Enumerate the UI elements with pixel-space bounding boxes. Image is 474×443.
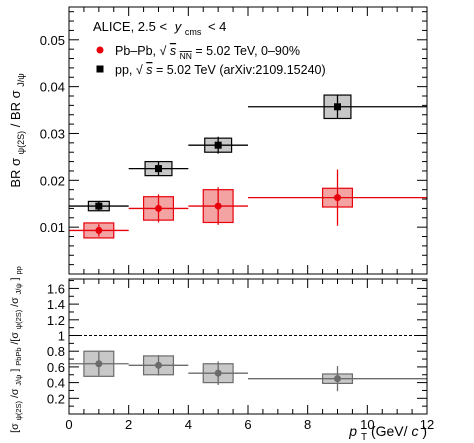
bottom-data-marks	[69, 350, 427, 392]
top-ylabel-sub1: ψ(2S)	[16, 131, 26, 154]
xlabel-p: p	[348, 423, 357, 439]
top-plot-frame	[68, 6, 428, 275]
top-panel: 0.01 0.02 0.03 0.04 0.05 ALICE, 2.5 < y cms …	[8, 6, 428, 275]
top-x-ticks	[68, 7, 428, 274]
bottom-x-ticks: 0 2 4 6 8 10 12	[65, 279, 434, 432]
legend-label-pbpb: Pb–Pb, √ s NN = 5.02 TeV, 0–90%	[115, 44, 300, 62]
legend-label-pp: pp, √ s = 5.02 TeV (arXiv:2109.15240)	[115, 63, 326, 77]
bottom-data-point	[95, 360, 103, 368]
xlabel-rest: (GeV/	[371, 423, 408, 439]
top-data-point	[95, 202, 103, 210]
legend-pp-root: √	[136, 63, 143, 77]
legend-marker-pp	[96, 65, 104, 73]
xlabel-c: c	[411, 423, 418, 439]
top-data-point	[214, 141, 222, 149]
bot-ylabel-a-sub: ψ(2S)	[14, 400, 23, 420]
bottom-panel: 0.20.40.60.811.21.41.6 0 2 4 6 8 10 12 [σ ψ(2S…	[9, 266, 434, 443]
bot-ylabel-f-sub: pp	[14, 266, 23, 274]
top-y-tick-label: 0.02	[40, 173, 65, 188]
top-ylabel-sub2: J/ψ	[16, 73, 26, 86]
bot-ylabel-f: ]	[9, 277, 21, 280]
x-tick-label: 0	[65, 417, 72, 432]
legend-pbpb-suffix: = 5.02 TeV, 0–90%	[195, 44, 300, 58]
top-data-point	[155, 165, 162, 173]
bot-ylabel-c-sub: PbPb	[14, 347, 23, 365]
bottom-y-tick-label: 1.2	[47, 313, 65, 328]
top-y-tick-label: 0.05	[40, 33, 65, 48]
bot-ylabel-d: /[σ	[9, 332, 21, 345]
top-ylabel-main: BR σ	[8, 158, 23, 188]
top-y-ticks: 0.01 0.02 0.03 0.04 0.05	[40, 11, 427, 266]
legend-pp-prefix: pp,	[115, 63, 136, 77]
top-series-circle	[69, 169, 427, 239]
x-tick-label: 8	[304, 417, 311, 432]
xlabel-end: )	[422, 423, 427, 439]
bottom-data-point	[155, 361, 162, 369]
x-axis-label: p T (GeV/ c )	[348, 423, 427, 443]
top-data-point	[95, 226, 103, 234]
bot-ylabel-d-sub: ψ(2S)	[14, 309, 23, 329]
bot-ylabel-c: ]	[9, 369, 21, 372]
bottom-y-tick-label: 1.4	[47, 297, 65, 312]
top-data-marks	[69, 94, 427, 239]
bottom-data-point	[334, 375, 341, 383]
x-tick-label: 12	[420, 417, 434, 432]
experiment-annotation: ALICE, 2.5 < y cms < 4	[93, 19, 226, 38]
legend-pp-s: s	[146, 63, 152, 77]
bottom-series-circle	[69, 350, 427, 392]
x-tick-label: 10	[360, 417, 374, 432]
bottom-y-ticks: 0.20.40.60.811.21.41.6	[47, 280, 427, 407]
top-data-point	[334, 103, 341, 111]
top-y-tick-label: 0.03	[40, 126, 65, 141]
bottom-y-tick-label: 0.8	[47, 344, 65, 359]
legend-entry-pp: pp, √ s = 5.02 TeV (arXiv:2109.15240)	[96, 63, 326, 77]
top-y-axis-label: BR σ ψ(2S) / BR σ J/ψ	[8, 73, 27, 187]
bottom-y-tick-label: 0.2	[47, 391, 65, 406]
annotation-y-sub: cms	[185, 27, 202, 37]
legend: Pb–Pb, √ s NN = 5.02 TeV, 0–90% pp, √ s …	[96, 44, 326, 77]
legend-pbpb-prefix: Pb–Pb,	[115, 44, 159, 58]
bottom-y-tick-label: 0.6	[47, 360, 65, 375]
annotation-prefix: ALICE, 2.5 <	[93, 19, 167, 34]
legend-marker-pbpb	[96, 46, 104, 54]
bottom-y-tick-label: 1.6	[47, 281, 65, 296]
bot-ylabel-a: [σ	[9, 423, 21, 433]
bot-ylabel-b-sub: J/ψ	[14, 375, 23, 386]
annotation-y: y	[174, 19, 183, 34]
top-series-square	[69, 94, 427, 212]
x-tick-label: 4	[185, 417, 192, 432]
x-tick-label: 2	[125, 417, 132, 432]
bottom-y-tick-label: 0.4	[47, 376, 65, 391]
legend-pbpb-s: s	[170, 44, 176, 58]
legend-entry-pbpb: Pb–Pb, √ s NN = 5.02 TeV, 0–90%	[96, 44, 300, 62]
bot-ylabel-e-sub: J/ψ	[14, 283, 23, 294]
top-y-tick-label: 0.01	[40, 220, 65, 235]
bottom-y-axis-label: [σ ψ(2S) /σ J/ψ ] PbPb /[σ ψ(2S) /σ J/ψ …	[9, 266, 24, 433]
bottom-data-point	[214, 369, 222, 377]
bot-ylabel-b: /σ	[9, 388, 21, 398]
bottom-y-tick-label: 1	[58, 329, 65, 344]
top-data-point	[334, 194, 341, 202]
legend-pp-suffix: = 5.02 TeV (arXiv:2109.15240)	[156, 63, 326, 77]
bottom-plot-frame	[68, 278, 428, 415]
top-y-tick-label: 0.04	[40, 80, 65, 95]
top-ylabel-mid: / BR σ	[8, 90, 23, 127]
x-tick-label: 6	[244, 417, 251, 432]
legend-pbpb-root: √	[159, 44, 166, 58]
bot-ylabel-e: /σ	[9, 297, 21, 307]
xlabel-sub: T	[361, 432, 367, 443]
annotation-suffix: < 4	[208, 19, 226, 34]
top-data-point	[214, 202, 222, 210]
legend-pbpb-s-sub: NN	[180, 51, 192, 61]
top-data-point	[155, 204, 162, 212]
